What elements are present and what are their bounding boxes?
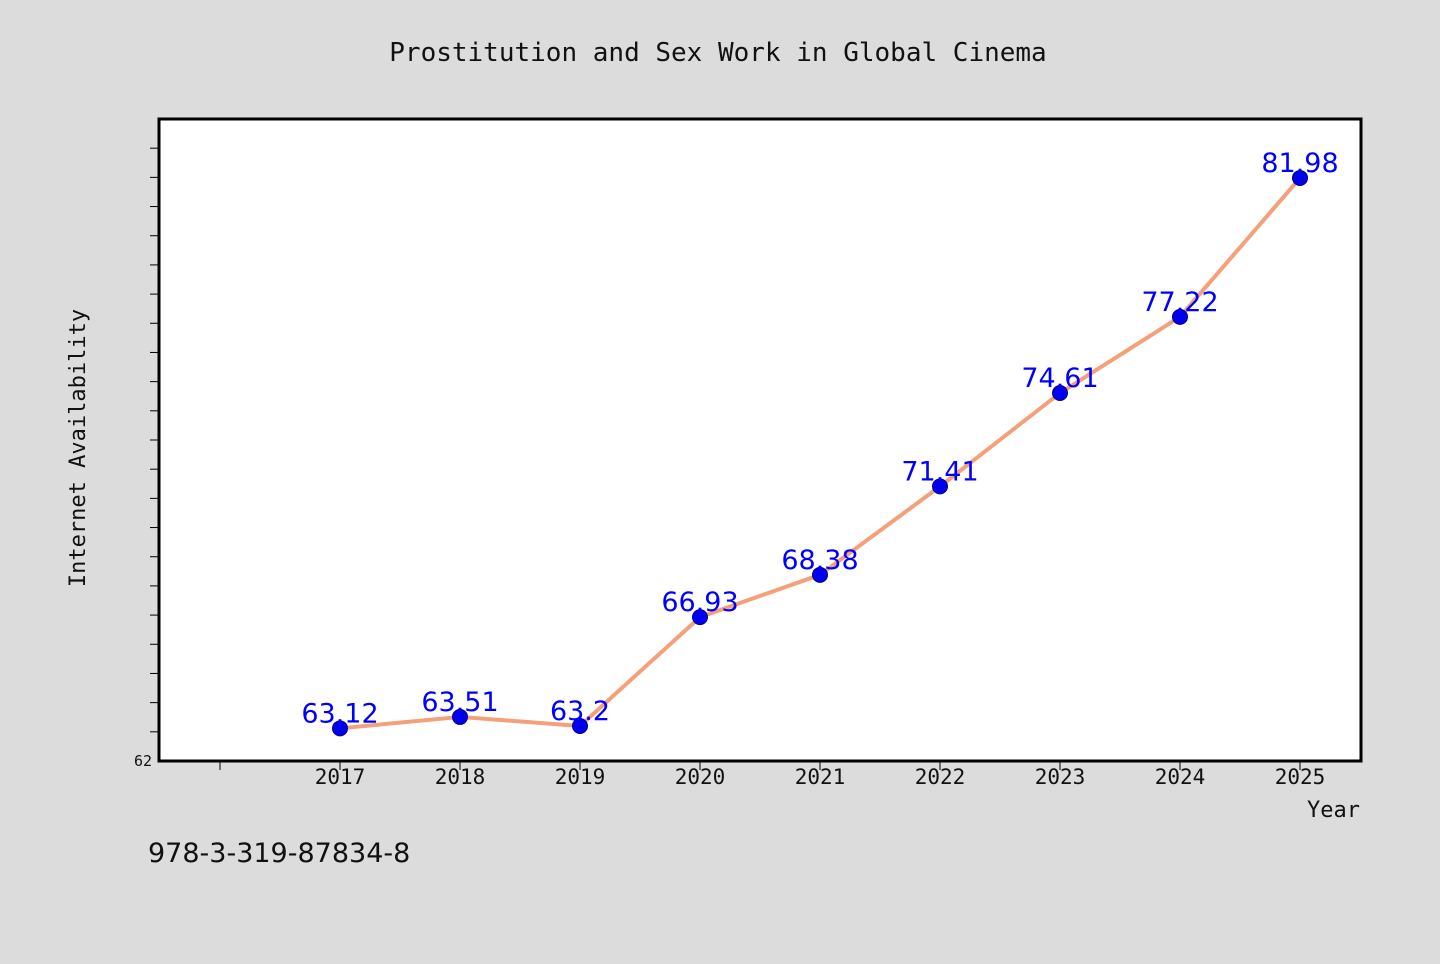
data-label: 63.2 (550, 696, 610, 727)
x-tick-label: 2024 (1155, 765, 1206, 789)
chart-title: Prostitution and Sex Work in Global Cine… (389, 38, 1046, 68)
data-label: 68.38 (781, 545, 858, 576)
data-label: 63.12 (301, 698, 378, 729)
x-axis-ticks: 2017 2018 2019 2020 2021 2022 2023 2024 2025 (219, 762, 1326, 789)
data-label: 74.61 (1021, 363, 1098, 394)
data-point (1172, 308, 1188, 325)
x-tick-label: 2023 (1035, 765, 1086, 789)
series-layer: 63.12 63.51 63.2 66.93 68.38 71.41 74.61 77.22 8… (301, 148, 1339, 737)
x-tick-label: 2021 (795, 765, 846, 789)
data-label: 71.41 (901, 456, 978, 487)
data-point (932, 478, 948, 495)
data-point (572, 717, 588, 734)
data-point (1292, 169, 1308, 186)
data-point (452, 708, 468, 725)
x-tick-label: 2019 (555, 765, 606, 789)
plot-area (157, 117, 1363, 763)
x-tick-label: 2017 (315, 765, 366, 789)
data-point (1052, 385, 1068, 402)
x-tick-label: 2022 (915, 765, 966, 789)
data-point (812, 566, 828, 583)
y-axis-label: Internet Availability (66, 309, 91, 587)
x-tick-label: 2020 (675, 765, 726, 789)
data-label: 66.93 (661, 587, 738, 618)
data-label: 63.51 (421, 687, 498, 718)
x-tick-label: 2025 (1275, 765, 1326, 789)
x-axis-label: Year (1307, 798, 1360, 823)
data-label: 81.98 (1261, 148, 1338, 179)
data-point (332, 720, 348, 737)
x-tick-label: 2018 (435, 765, 486, 789)
y-tick-label: 62 (134, 752, 152, 770)
data-point (692, 609, 708, 626)
data-label: 77.22 (1141, 287, 1218, 318)
y-axis-ticks: 62 (134, 147, 158, 770)
footer-isbn: 978-3-319-87834-8 (148, 838, 410, 869)
